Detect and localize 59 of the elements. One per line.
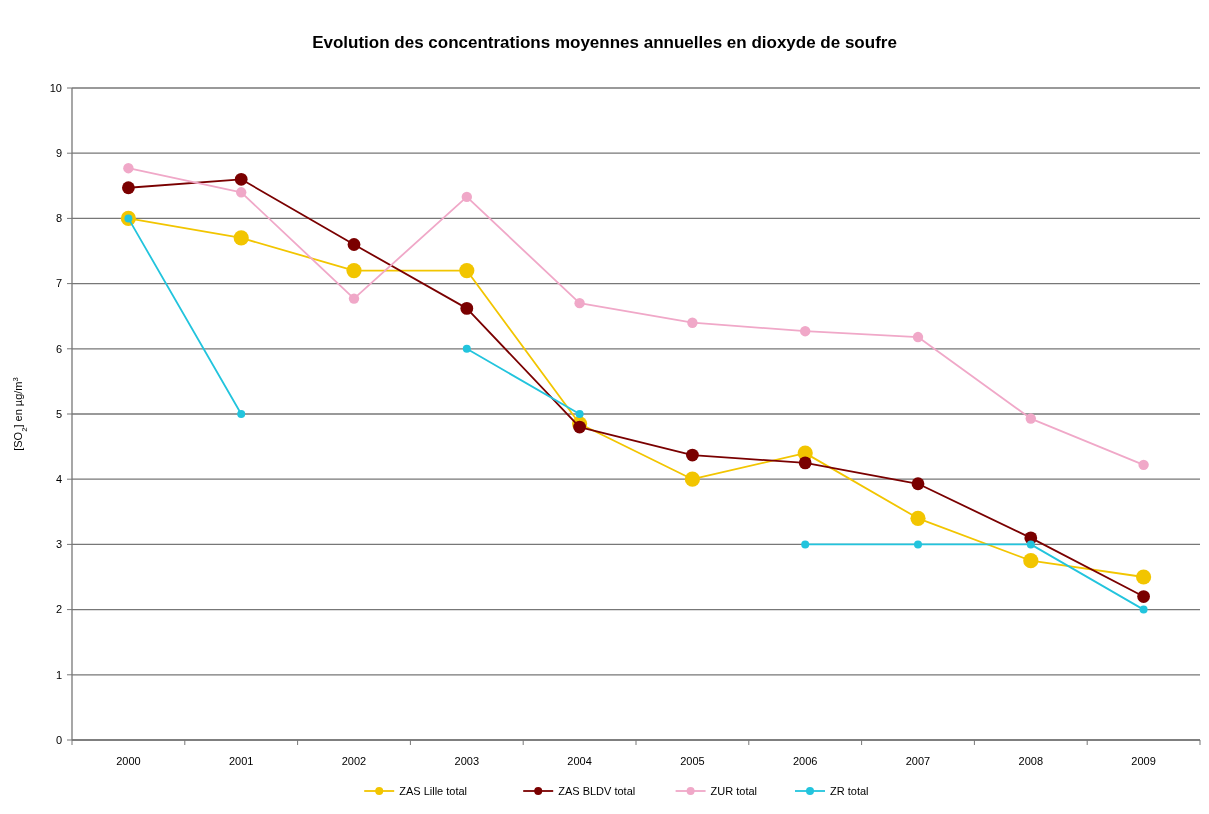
y-tick-label: 3 <box>55 538 62 551</box>
point <box>574 297 585 309</box>
x-tick-label: 2007 <box>905 755 931 767</box>
legend-label: ZAS BLDV total <box>558 785 636 797</box>
point <box>1025 413 1036 424</box>
point <box>234 172 248 186</box>
point <box>1137 590 1150 603</box>
y-tick-label: 7 <box>55 277 62 290</box>
point <box>1026 540 1035 549</box>
point <box>687 317 698 328</box>
point <box>237 410 246 418</box>
point <box>801 540 810 549</box>
y-tick-label: 2 <box>55 603 62 616</box>
point <box>459 262 475 279</box>
point <box>347 238 361 251</box>
point <box>346 262 362 279</box>
point <box>1023 553 1039 569</box>
y-tick-label: 10 <box>49 81 62 94</box>
legend-label: ZUR total <box>710 785 758 797</box>
point <box>686 448 699 462</box>
point <box>684 471 700 487</box>
point <box>911 477 925 491</box>
y-tick-label: 4 <box>55 473 62 486</box>
legend-label: ZR total <box>830 785 869 797</box>
point <box>910 510 926 526</box>
x-tick-label: 2002 <box>341 755 367 767</box>
point <box>123 163 134 174</box>
x-tick-label: 2009 <box>1131 755 1156 767</box>
point <box>462 344 471 353</box>
point <box>1136 569 1152 585</box>
point <box>912 331 924 343</box>
x-tick-label: 2001 <box>228 755 254 767</box>
point <box>1139 605 1148 614</box>
y-tick-label: 5 <box>55 407 62 420</box>
y-tick-label: 9 <box>55 147 62 160</box>
x-tick-label: 2003 <box>454 755 480 767</box>
x-tick-label: 2000 <box>116 755 141 767</box>
point <box>236 187 247 198</box>
point <box>573 420 586 434</box>
point <box>348 293 360 304</box>
y-tick-label: 1 <box>55 668 62 681</box>
x-tick-label: 2008 <box>1018 755 1044 767</box>
point <box>460 301 474 315</box>
point <box>914 540 922 549</box>
point <box>1138 459 1149 471</box>
y-tick-label: 0 <box>55 733 62 746</box>
x-tick-label: 2004 <box>567 755 592 767</box>
point <box>798 456 812 470</box>
point <box>575 410 584 418</box>
y-tick-label: 6 <box>55 342 62 355</box>
y-tick-label: 8 <box>55 212 62 225</box>
point <box>800 326 811 337</box>
x-tick-label: 2005 <box>680 755 705 767</box>
x-tick-label: 2006 <box>792 755 818 767</box>
chart-title: Evolution des concentrations moyennes annuelles en dioxyde de soufre <box>312 33 897 52</box>
point <box>122 181 135 195</box>
legend-label: ZAS Lille total <box>399 785 468 797</box>
point <box>233 230 249 246</box>
point <box>461 191 472 203</box>
